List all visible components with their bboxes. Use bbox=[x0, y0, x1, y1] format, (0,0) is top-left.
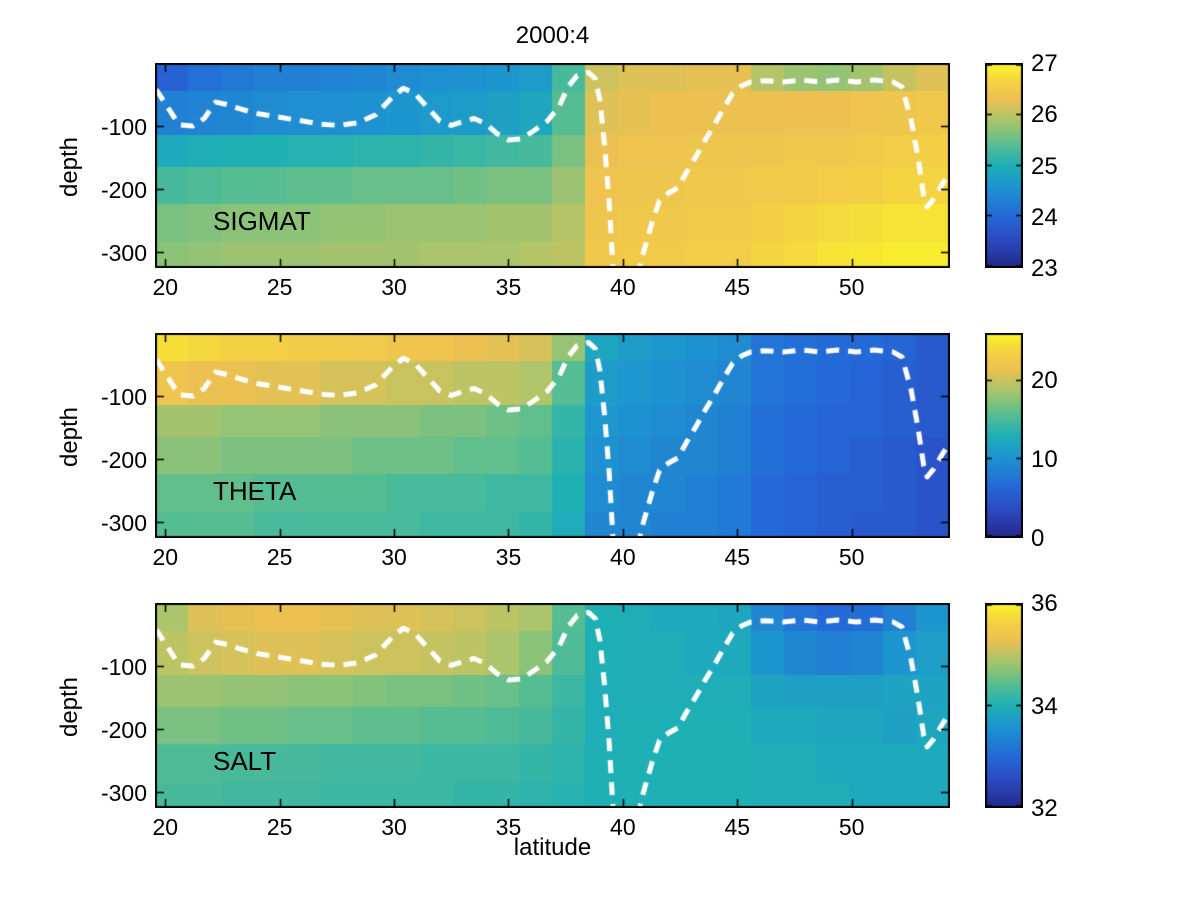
panel-label-sigmat: SIGMAT bbox=[213, 206, 311, 236]
y-tick-label: -200 bbox=[100, 447, 147, 474]
y-tick-label: -200 bbox=[100, 177, 147, 204]
colorbar-tick-label: 26 bbox=[1031, 101, 1058, 129]
y-axis-title-salt: depth bbox=[56, 676, 83, 738]
x-tick-label: 35 bbox=[495, 274, 522, 300]
x-tick-label: 45 bbox=[724, 544, 751, 570]
y-tick-label: -200 bbox=[100, 717, 147, 744]
x-tick-label: 30 bbox=[381, 544, 407, 570]
x-tick-label: 50 bbox=[838, 544, 865, 570]
colorbar-tick-label: 10 bbox=[1031, 446, 1058, 474]
colorbar-tick-label: 20 bbox=[1031, 367, 1058, 395]
x-tick-label: 50 bbox=[838, 814, 865, 840]
y-tick-label: -300 bbox=[100, 780, 147, 807]
panel-label-theta: THETA bbox=[213, 476, 297, 506]
heatmap-canvas-salt bbox=[155, 603, 950, 808]
colorbar-tick-label: 25 bbox=[1031, 152, 1058, 180]
heatmap-canvas-theta bbox=[155, 333, 950, 538]
y-tick-label: -100 bbox=[100, 654, 147, 681]
colorbar-tick-label: 0 bbox=[1031, 525, 1045, 552]
x-tick-label: 40 bbox=[610, 814, 636, 840]
x-tick-label: 45 bbox=[724, 274, 751, 300]
y-tick-label: -300 bbox=[100, 240, 147, 267]
x-tick-label: 25 bbox=[266, 544, 293, 570]
colorbar-canvas-salt bbox=[985, 603, 1023, 808]
heatmap-canvas-sigmat bbox=[155, 63, 950, 268]
colorbar-tick-label: 23 bbox=[1031, 255, 1058, 282]
x-tick-label: 25 bbox=[266, 814, 293, 840]
x-tick-label: 30 bbox=[381, 814, 407, 840]
x-tick-label: 40 bbox=[610, 544, 636, 570]
y-tick-label: -100 bbox=[100, 384, 147, 411]
y-tick-label: -100 bbox=[100, 114, 147, 141]
x-tick-label: 50 bbox=[838, 274, 865, 300]
x-tick-label: 20 bbox=[152, 544, 179, 570]
colorbar-tick-label: 32 bbox=[1031, 795, 1058, 822]
colorbar-tick-label: 24 bbox=[1031, 203, 1058, 231]
figure-title: 2000:4 bbox=[515, 22, 590, 49]
colorbar-canvas-sigmat bbox=[985, 63, 1023, 268]
x-tick-label: 25 bbox=[266, 274, 293, 300]
x-tick-label: 20 bbox=[152, 274, 179, 300]
colorbar-canvas-theta bbox=[985, 333, 1023, 538]
x-tick-label: 35 bbox=[495, 544, 522, 570]
x-tick-label: 35 bbox=[495, 814, 522, 840]
panel-label-salt: SALT bbox=[213, 746, 277, 776]
colorbar-tick-label: 27 bbox=[1031, 50, 1058, 77]
x-tick-label: 20 bbox=[152, 814, 179, 840]
y-tick-label: -300 bbox=[100, 510, 147, 537]
y-axis-title-theta: depth bbox=[56, 406, 83, 468]
x-tick-label: 45 bbox=[724, 814, 751, 840]
colorbar-tick-label: 36 bbox=[1031, 590, 1058, 617]
x-axis-title: latitude bbox=[513, 834, 592, 861]
x-tick-label: 40 bbox=[610, 274, 636, 300]
colorbar-tick-label: 34 bbox=[1031, 692, 1058, 720]
x-tick-label: 30 bbox=[381, 274, 407, 300]
y-axis-title-sigmat: depth bbox=[56, 136, 83, 198]
